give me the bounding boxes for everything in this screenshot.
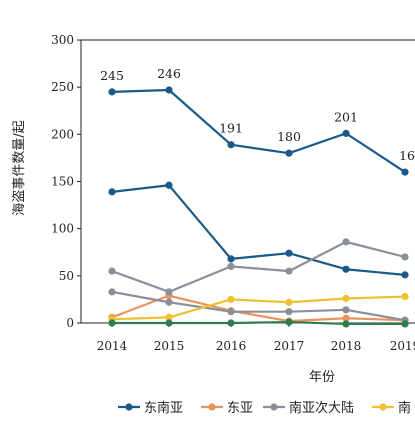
- legend-label: 南: [398, 400, 411, 416]
- x-tick-label: 2018: [331, 339, 362, 353]
- y-tick-label: 200: [51, 127, 74, 141]
- data-point: [227, 308, 235, 316]
- data-point: [342, 294, 350, 303]
- x-tick-label: 2019: [390, 339, 415, 353]
- data-point: [342, 306, 350, 314]
- data-point: [108, 267, 116, 275]
- data-point: [342, 314, 350, 322]
- data-point: [165, 86, 173, 94]
- data-point: [165, 319, 173, 327]
- data-point: [227, 319, 235, 327]
- x-tick-label: 2017: [274, 339, 305, 353]
- data-label: 201: [334, 109, 358, 124]
- legend: 东南亚 东亚 南亚次大陆 南: [118, 400, 411, 416]
- data-point: [108, 188, 116, 196]
- data-point: [285, 249, 293, 257]
- axes: 0 50 100 150 200 250 300 2014 2015 2016 2017 2018 20…: [51, 33, 415, 353]
- y-tick-label: 100: [51, 222, 74, 236]
- data-point: [401, 320, 409, 328]
- data-point: [285, 298, 293, 306]
- x-axis-label: 年份: [309, 370, 335, 385]
- data-point: [227, 141, 235, 149]
- data-point: [285, 149, 293, 157]
- legend-label: 东亚: [227, 401, 253, 416]
- y-axis-label: 海盗事件数量/起: [11, 120, 27, 215]
- legend-marker: [379, 403, 387, 411]
- series-line: [112, 320, 405, 326]
- data-point: [165, 288, 173, 296]
- legend-label: 东南亚: [144, 400, 183, 416]
- data-label: 180: [277, 129, 301, 144]
- data-point: [227, 255, 235, 263]
- data-label: 191: [219, 121, 243, 136]
- data-label: 162: [399, 148, 415, 163]
- data-point: [227, 295, 235, 304]
- legend-label: 南亚次大陆: [289, 400, 354, 416]
- legend-marker: [270, 403, 278, 411]
- series-line: [111, 295, 406, 321]
- data-point: [285, 318, 293, 326]
- data-point: [342, 320, 350, 328]
- data-label: 245: [100, 68, 124, 83]
- data-point: [165, 181, 173, 189]
- y-tick-label: 250: [51, 80, 74, 94]
- data-point: [165, 313, 173, 321]
- data-point: [227, 262, 235, 270]
- data-points: [108, 86, 409, 328]
- data-point: [165, 298, 173, 306]
- data-point: [401, 253, 409, 261]
- y-tick-label: 0: [66, 316, 74, 330]
- data-point: [401, 168, 409, 176]
- series-line: [111, 88, 406, 173]
- data-point: [108, 88, 116, 96]
- series-line: [111, 184, 406, 276]
- data-point: [108, 319, 116, 327]
- y-tick-label: 150: [51, 175, 74, 189]
- y-tick-label: 300: [51, 33, 74, 47]
- legend-marker: [125, 403, 133, 411]
- series-line: [111, 240, 406, 293]
- data-point: [285, 308, 293, 316]
- legend-marker: [208, 403, 216, 411]
- data-point: [401, 271, 409, 279]
- series-line: [111, 294, 406, 323]
- series-lines: [111, 88, 406, 326]
- data-label: 246: [157, 66, 181, 81]
- x-tick-label: 2016: [216, 339, 247, 353]
- data-labels: 245 246 191 180 201 162: [100, 66, 415, 163]
- data-point: [342, 129, 350, 137]
- y-tick-label: 50: [59, 269, 74, 283]
- series-line: [111, 290, 406, 322]
- x-tick-label: 2014: [97, 339, 128, 353]
- x-tick-label: 2015: [154, 339, 185, 353]
- data-point: [401, 292, 409, 301]
- data-point: [342, 238, 350, 246]
- data-point: [285, 267, 293, 275]
- data-point: [342, 265, 350, 273]
- data-point: [108, 288, 116, 296]
